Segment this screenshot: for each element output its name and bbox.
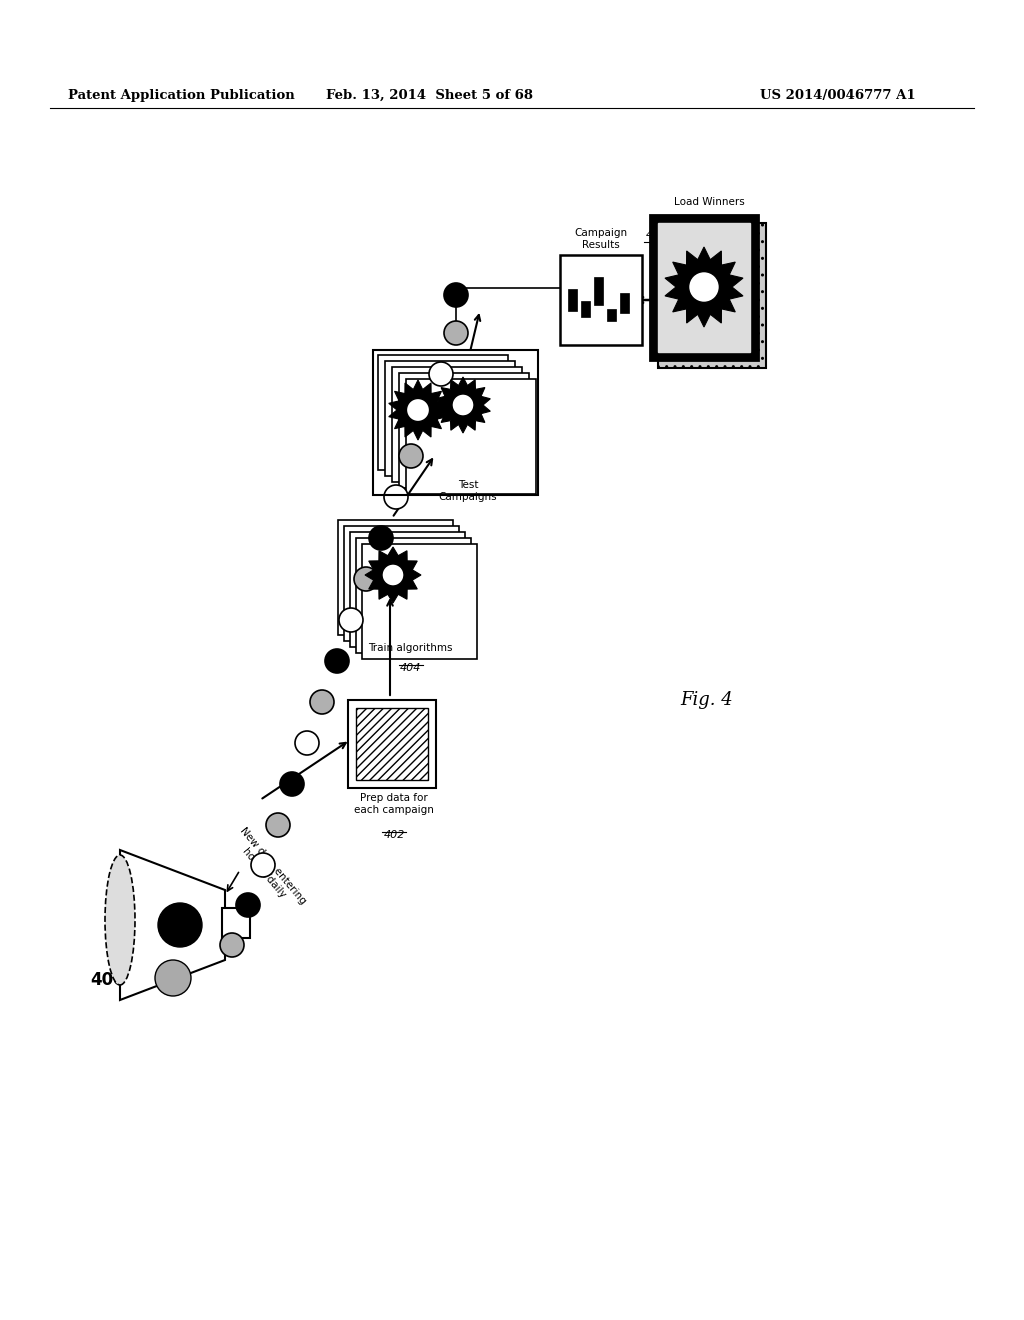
Ellipse shape <box>105 855 135 985</box>
Bar <box>356 539 471 653</box>
Circle shape <box>399 444 423 469</box>
Bar <box>222 908 250 939</box>
Bar <box>373 350 538 495</box>
Bar <box>650 215 758 360</box>
Circle shape <box>382 564 404 586</box>
Text: Train algorithms: Train algorithms <box>369 643 453 653</box>
Text: Patent Application Publication: Patent Application Publication <box>68 88 295 102</box>
Bar <box>607 309 616 321</box>
Bar <box>568 289 577 312</box>
Polygon shape <box>365 546 421 603</box>
Circle shape <box>158 903 202 946</box>
Circle shape <box>452 393 474 416</box>
Circle shape <box>295 731 319 755</box>
Bar <box>658 223 750 352</box>
Polygon shape <box>665 247 743 327</box>
Circle shape <box>325 649 349 673</box>
Circle shape <box>251 853 275 876</box>
Text: Load Winners: Load Winners <box>674 197 744 207</box>
Bar <box>356 708 428 780</box>
Circle shape <box>310 690 334 714</box>
Text: 404: 404 <box>399 663 421 673</box>
Circle shape <box>339 609 362 632</box>
Polygon shape <box>435 378 490 433</box>
Bar <box>594 277 603 305</box>
Text: Feb. 13, 2014  Sheet 5 of 68: Feb. 13, 2014 Sheet 5 of 68 <box>327 88 534 102</box>
Circle shape <box>429 362 453 385</box>
Bar <box>399 374 529 488</box>
Circle shape <box>444 321 468 345</box>
Circle shape <box>384 484 408 510</box>
Bar <box>406 379 536 494</box>
Text: US 2014/0046777 A1: US 2014/0046777 A1 <box>760 88 915 102</box>
Bar <box>385 360 515 477</box>
Text: Campaign
Results: Campaign Results <box>574 228 628 249</box>
Text: New data entering
hourly/daily: New data entering hourly/daily <box>228 826 307 913</box>
Bar <box>344 525 459 642</box>
Text: 408: 408 <box>646 230 668 240</box>
Circle shape <box>354 568 378 591</box>
Text: Fig. 4: Fig. 4 <box>680 690 733 709</box>
Bar <box>581 301 590 317</box>
Bar <box>560 255 642 345</box>
Circle shape <box>407 399 429 421</box>
Circle shape <box>155 960 191 997</box>
Bar <box>350 532 465 647</box>
Bar <box>658 223 766 368</box>
Polygon shape <box>120 850 225 1001</box>
Circle shape <box>220 933 244 957</box>
Text: 402: 402 <box>383 830 404 840</box>
Bar <box>348 700 436 788</box>
Bar <box>620 293 629 313</box>
Circle shape <box>688 272 720 302</box>
Bar <box>378 355 508 470</box>
Circle shape <box>414 403 438 426</box>
Circle shape <box>369 525 393 550</box>
Polygon shape <box>389 380 447 440</box>
Bar <box>362 544 477 659</box>
Bar <box>338 520 453 635</box>
Text: 400: 400 <box>90 972 125 989</box>
Circle shape <box>266 813 290 837</box>
Circle shape <box>280 772 304 796</box>
Circle shape <box>444 282 468 308</box>
Text: Prep data for
each campaign: Prep data for each campaign <box>354 793 434 814</box>
Text: Test
Campaigns: Test Campaigns <box>438 480 498 502</box>
Circle shape <box>236 894 260 917</box>
Bar <box>392 367 522 482</box>
